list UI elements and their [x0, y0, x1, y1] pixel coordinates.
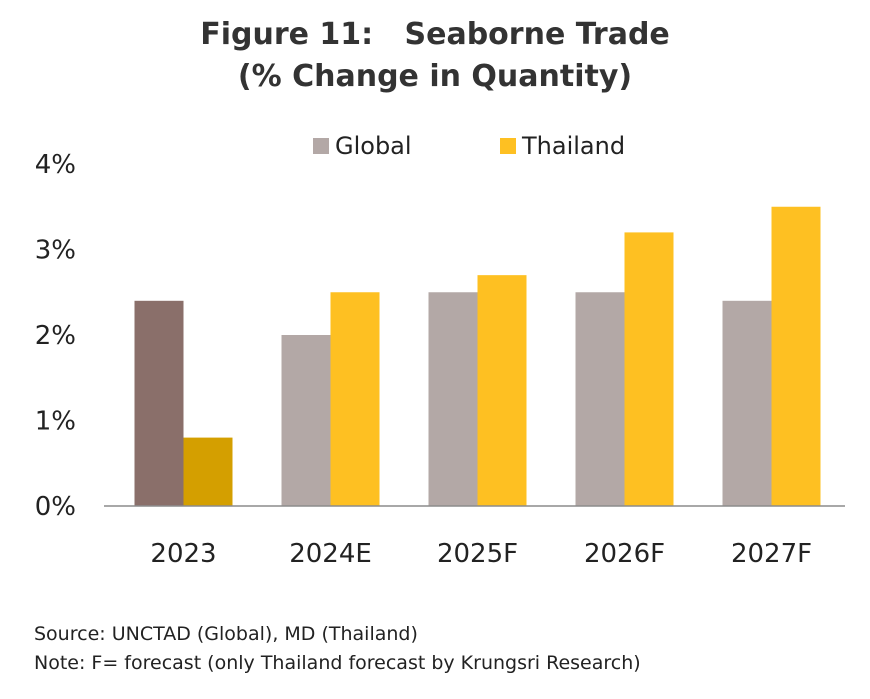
- bar-group-2024e: [281, 292, 380, 506]
- bars: [134, 206, 821, 506]
- bar-chart: Global Thailand 0% 1% 2% 3% 4% 2023 2024E 2025F…: [35, 132, 845, 569]
- bar-global-2024e: [281, 335, 331, 506]
- bar-global-2027f: [722, 300, 772, 506]
- legend-item-global: Global: [313, 132, 412, 160]
- x-tick-label: 2024E: [289, 539, 372, 569]
- bar-group-2023: [134, 300, 233, 506]
- chart-title-line-2: (% Change in Quantity): [237, 59, 633, 94]
- bar-global-2026f: [575, 292, 625, 506]
- source-note: Source: UNCTAD (Global), MD (Thailand): [34, 623, 418, 645]
- bar-group-2025f: [428, 275, 527, 506]
- legend-swatch: [313, 138, 329, 154]
- bar-thailand-2027f: [771, 206, 821, 506]
- chart-footer: Source: UNCTAD (Global), MD (Thailand) N…: [34, 620, 641, 678]
- legend-label: Global: [335, 132, 412, 160]
- bar-thailand-2025f: [477, 275, 527, 506]
- chart-title: Figure 11: Seaborne Trade (% Change in Q…: [0, 14, 870, 98]
- y-tick-label: 4%: [35, 150, 76, 180]
- y-tick-label: 2%: [35, 321, 76, 351]
- bar-global-2023: [134, 300, 184, 506]
- x-tick-label: 2027F: [731, 539, 812, 569]
- bar-thailand-2024e: [330, 292, 380, 506]
- x-axis: 2023 2024E 2025F 2026F 2027F: [150, 539, 812, 569]
- bar-group-2026f: [575, 232, 674, 506]
- chart-title-line-1: Figure 11: Seaborne Trade: [200, 17, 670, 52]
- y-axis: 0% 1% 2% 3% 4%: [35, 150, 76, 522]
- x-tick-label: 2023: [150, 539, 216, 569]
- bar-global-2025f: [428, 292, 478, 506]
- x-tick-label: 2025F: [437, 539, 518, 569]
- y-tick-label: 0%: [35, 492, 76, 522]
- bar-group-2027f: [722, 206, 821, 506]
- bar-thailand-2026f: [624, 232, 674, 506]
- y-tick-label: 1%: [35, 407, 76, 437]
- legend: Global Thailand: [313, 132, 625, 160]
- legend-item-thailand: Thailand: [500, 132, 625, 160]
- legend-swatch: [500, 138, 516, 154]
- y-tick-label: 3%: [35, 236, 76, 266]
- legend-label: Thailand: [521, 132, 625, 160]
- bar-thailand-2023: [183, 437, 233, 506]
- forecast-note: Note: F= forecast (only Thailand forecas…: [34, 652, 641, 674]
- x-tick-label: 2026F: [584, 539, 665, 569]
